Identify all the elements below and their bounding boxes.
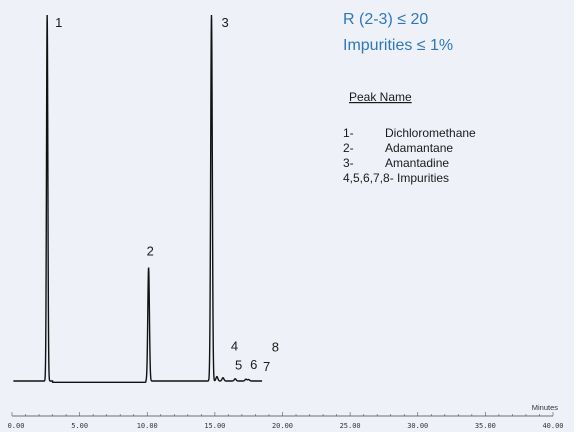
x-tick-label: 0.00 — [8, 422, 25, 430]
legend-item: 4,5,6,7,8- Impurities — [343, 171, 449, 185]
spec-resolution-text: R (2-3) ≤ 20 — [343, 11, 428, 28]
x-tick-label: 10.00 — [137, 422, 158, 430]
x-tick-label: 5.00 — [71, 422, 88, 430]
peak-label-5: 5 — [235, 358, 242, 373]
legend-item: 1- Dichloromethane — [343, 126, 476, 140]
peak-label-8: 8 — [272, 340, 279, 355]
legend-item-number: 1- — [343, 126, 354, 140]
x-tick-label: 15.00 — [204, 422, 225, 430]
peak-label-7: 7 — [263, 359, 270, 374]
peak-label-1: 1 — [55, 15, 62, 30]
peak-label-3: 3 — [221, 15, 228, 30]
spec-impurities-text: Impurities ≤ 1% — [343, 37, 453, 54]
legend-item-number: 2- — [343, 141, 354, 155]
chromatogram-trace — [13, 14, 263, 383]
peak-label-4: 4 — [231, 339, 238, 354]
legend-item-name: Amantadine — [385, 156, 449, 170]
x-tick-label: 30.00 — [407, 422, 428, 430]
legend-item: 3- Amantadine — [343, 156, 449, 170]
peak-label-6: 6 — [250, 357, 257, 372]
legend-item-number: 3- — [343, 156, 354, 170]
legend-item-name: Adamantane — [385, 141, 453, 155]
legend-item: 2- Adamantane — [343, 141, 453, 155]
x-tick-label: 20.00 — [272, 422, 293, 430]
legend-title: Peak Name — [349, 90, 412, 104]
x-tick-label: 35.00 — [475, 422, 496, 430]
x-tick-label: 40.00 — [542, 422, 563, 430]
legend-item-name: Dichloromethane — [385, 126, 476, 140]
x-axis-unit-label: Minutes — [532, 403, 559, 412]
peak-label-2: 2 — [147, 244, 154, 259]
x-tick-label: 25.00 — [340, 422, 361, 430]
